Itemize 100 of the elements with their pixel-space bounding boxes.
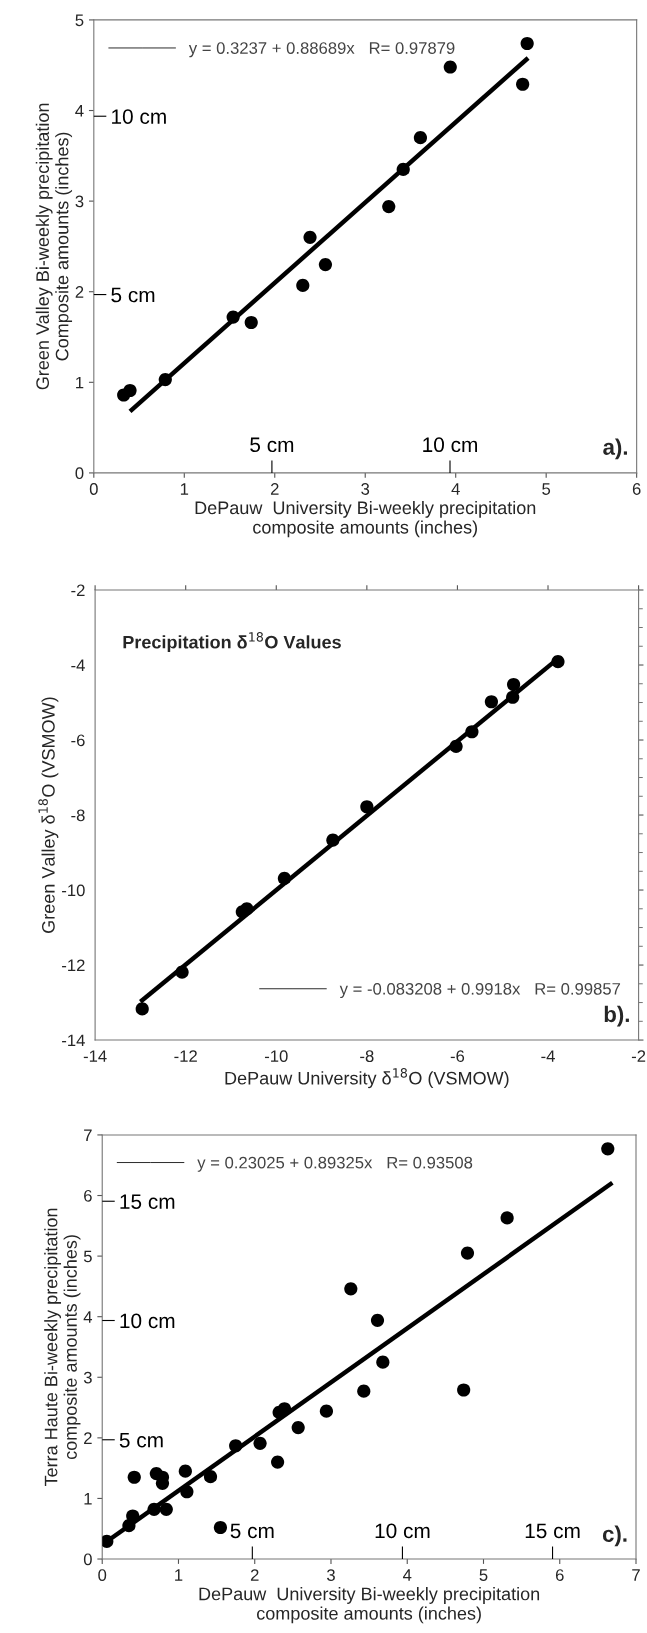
- point: [102, 1534, 114, 1549]
- point: [158, 373, 172, 387]
- point: [443, 60, 457, 74]
- point: [551, 655, 565, 669]
- y-tick-label: 0: [83, 1553, 92, 1566]
- point: [326, 833, 340, 847]
- x-tick-label: -4: [541, 1050, 555, 1062]
- x-tick-label: -6: [450, 1050, 465, 1063]
- point: [123, 383, 137, 398]
- y-tick-label: 5: [83, 1250, 92, 1263]
- point: [376, 1355, 390, 1369]
- x-tick-label: 3: [361, 483, 370, 495]
- x-tick-label: -8: [360, 1050, 374, 1063]
- point: [516, 77, 530, 91]
- y-tick-label: 2: [84, 1432, 92, 1444]
- point: [175, 965, 189, 979]
- point: [296, 278, 310, 292]
- y-tick-label: 1: [84, 1493, 92, 1505]
- point: [135, 1002, 149, 1016]
- point: [506, 690, 520, 704]
- point: [291, 1420, 305, 1435]
- y-tick-label: 1: [76, 376, 84, 389]
- point: [277, 871, 292, 885]
- point: [457, 1383, 471, 1397]
- point: [303, 230, 317, 244]
- x-tick-label: 2: [250, 1569, 259, 1581]
- x2-tick-label: 15 cm: [525, 1523, 580, 1539]
- point: [244, 315, 258, 330]
- point: [520, 36, 534, 51]
- x-tick-label: 0: [98, 1569, 107, 1581]
- y-axis-title: Green Valley Bi-weekly precipitation Composite amounts (inches): [35, 103, 73, 390]
- y2-tick-label: 5 cm: [119, 1432, 163, 1448]
- annotation: c).: [602, 1525, 627, 1547]
- y2-tick-label: 5 cm: [111, 287, 155, 303]
- y-tick-label: 0: [75, 467, 84, 480]
- x-tick-label: 6: [632, 483, 641, 495]
- y-tick-label: 6: [84, 1189, 92, 1202]
- y-tick-label: -10: [62, 884, 85, 897]
- y-axis-title: Terra Haute Bi-weekly precipitation composite amounts (inches): [44, 1208, 81, 1487]
- point: [180, 1485, 194, 1499]
- y-tick-label: 5: [75, 14, 84, 27]
- legend-label: y = -0.083208 + 0.9918x R= 0.99857: [339, 982, 621, 999]
- y-tick-label: 4: [83, 1311, 93, 1323]
- x-tick-label: 1: [175, 1569, 183, 1581]
- point: [319, 1404, 333, 1418]
- x-tick-label: -10: [264, 1050, 288, 1063]
- point: [271, 1455, 285, 1469]
- annotation: a).: [603, 438, 627, 460]
- point: [460, 1246, 475, 1260]
- x-tick-label: 3: [326, 1569, 335, 1581]
- point: [484, 695, 498, 709]
- y2-tick-label: 10 cm: [112, 109, 166, 124]
- y-tick-label: -14: [62, 1034, 85, 1047]
- y-tick-label: -6: [71, 734, 85, 747]
- point: [240, 902, 254, 916]
- x-tick-label: 5: [542, 483, 551, 495]
- point: [507, 677, 521, 692]
- y-tick-label: 3: [83, 1371, 92, 1384]
- y-tick-label: -12: [62, 959, 85, 972]
- point: [370, 1313, 385, 1327]
- x-tick-label: 4: [451, 483, 460, 495]
- point: [360, 800, 374, 814]
- point: [159, 1502, 173, 1516]
- point: [178, 1464, 192, 1478]
- x-tick-label: -12: [174, 1050, 197, 1062]
- point: [203, 1470, 218, 1484]
- x2-tick-label: 5 cm: [250, 437, 294, 453]
- point: [226, 310, 240, 324]
- point: [449, 739, 463, 753]
- y-tick-label: -8: [71, 809, 85, 822]
- point: [357, 1384, 371, 1398]
- x-axis-title: DePauw University Bi-weekly precipitation composite amounts (inches): [199, 1587, 540, 1624]
- x-tick-label: 6: [555, 1569, 564, 1581]
- point: [229, 1439, 243, 1453]
- x-tick-label: 2: [270, 483, 279, 495]
- x2-tick-label: 5 cm: [230, 1523, 274, 1539]
- point: [213, 1520, 228, 1535]
- y2-tick-label: 15 cm: [120, 1194, 175, 1209]
- point: [147, 1502, 161, 1516]
- point: [413, 131, 428, 145]
- point: [465, 725, 479, 739]
- y-tick-label: -4: [71, 659, 85, 672]
- point: [127, 1470, 141, 1484]
- x2-tick-label: 10 cm: [375, 1523, 430, 1539]
- x-tick-label: 1: [180, 483, 189, 495]
- point: [601, 1142, 615, 1156]
- legend-label: y = 0.3237 + 0.88689x R= 0.97879: [188, 42, 455, 58]
- point: [318, 257, 333, 272]
- x-tick-label: 4: [402, 1569, 412, 1581]
- x-tick-label: 5: [479, 1569, 488, 1581]
- point: [500, 1211, 514, 1225]
- x-tick-label: -2: [631, 1050, 646, 1062]
- x-tick-label: 7: [632, 1569, 640, 1581]
- x-axis-title: DePauw University Bi-weekly precipitation composite amounts (inches): [195, 500, 536, 538]
- point: [382, 199, 396, 214]
- y-tick-label: 7: [84, 1129, 92, 1141]
- point: [253, 1436, 267, 1450]
- y-tick-label: 3: [75, 195, 84, 208]
- y-tick-label: -2: [71, 584, 85, 597]
- point: [344, 1282, 358, 1296]
